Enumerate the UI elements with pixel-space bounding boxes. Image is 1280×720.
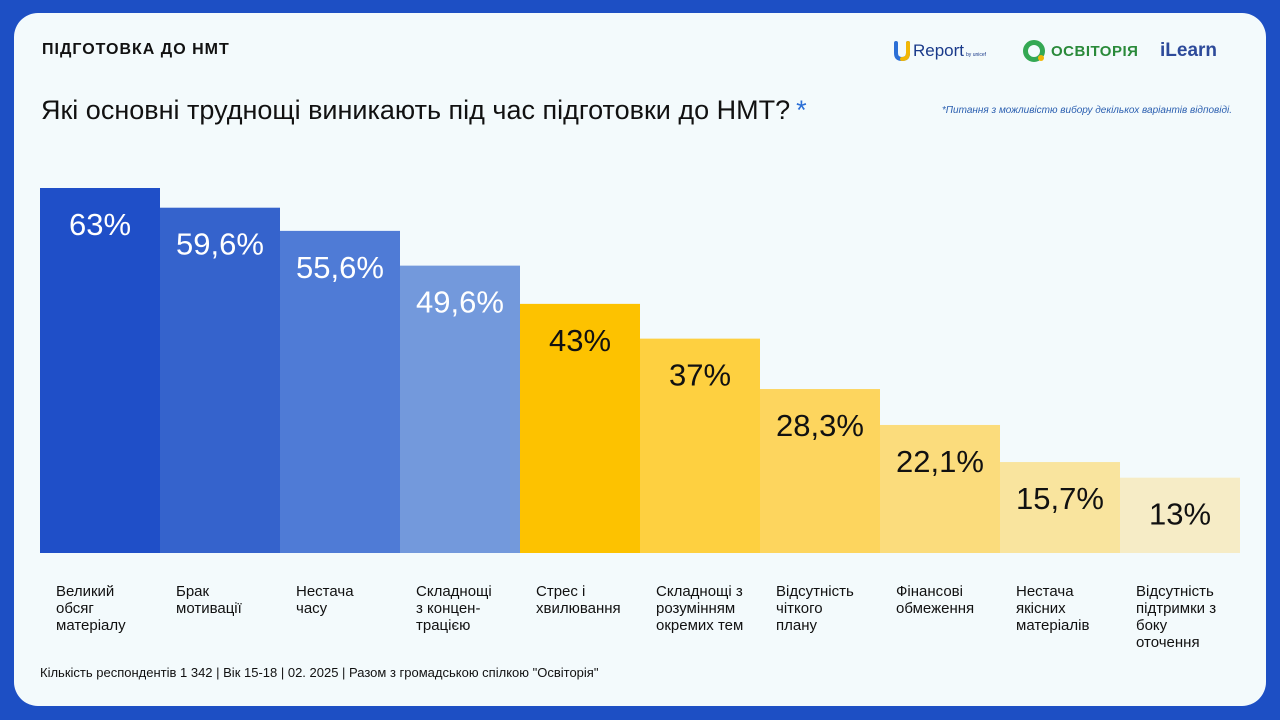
category-label-6: Складнощі з розумінням окремих тем: [656, 583, 743, 634]
ureport-logo-text: Report: [913, 41, 965, 60]
category-label-2: Брак мотивації: [176, 583, 243, 617]
bar-value-label-2: 59,6%: [176, 227, 264, 262]
ureport-logo: Report by unicef: [894, 37, 986, 65]
category-label-4: Складнощі з концен-трацією: [416, 583, 492, 634]
bar-value-label-6: 37%: [669, 358, 731, 393]
bar-4: [400, 265, 520, 553]
category-label-1: Великий обсяг матеріалу: [56, 583, 126, 634]
bar-6: [640, 338, 760, 553]
ilearn-logo: iLearn: [1160, 37, 1217, 65]
bar-3: [280, 230, 400, 553]
title-asterisk: *: [796, 95, 807, 125]
bar-7: [760, 389, 880, 553]
bar-value-label-10: 13%: [1149, 497, 1211, 532]
chart-title: Які основні труднощі виникають під час п…: [41, 95, 807, 126]
footer-info: Кількість респондентів 1 342 | Вік 15-18…: [40, 665, 599, 680]
osvitoria-logo: ОСВІТОРІЯ: [1022, 37, 1138, 65]
chart-card: ПІДГОТОВКА ДО НМТ Report by unicef ОСВІТ…: [14, 13, 1266, 706]
osvitoria-ring-icon: [1023, 40, 1045, 62]
category-label-7: Відсутність чіткого плану: [776, 583, 854, 634]
partner-logos: Report by unicef ОСВІТОРІЯ iLearn: [894, 37, 1234, 65]
bar-value-label-9: 15,7%: [1016, 481, 1104, 516]
bar-value-label-8: 22,1%: [896, 444, 984, 479]
category-label-5: Стрес і хвилювання: [536, 583, 621, 617]
osvitoria-logo-text: ОСВІТОРІЯ: [1051, 42, 1139, 60]
bar-value-label-1: 63%: [69, 207, 131, 242]
ureport-logo-subtext: by unicef: [966, 52, 987, 58]
bar-value-label-4: 49,6%: [416, 285, 504, 320]
bar-9: [1000, 462, 1120, 553]
bar-value-label-5: 43%: [549, 323, 611, 358]
bar-8: [880, 424, 1000, 553]
bar-1: [40, 188, 160, 553]
bar-2: [160, 207, 280, 553]
section-label: ПІДГОТОВКА ДО НМТ: [42, 41, 230, 58]
bar-value-label-3: 55,6%: [296, 250, 384, 285]
bar-5: [520, 303, 640, 553]
ilearn-logo-text: iLearn: [1160, 40, 1218, 61]
multiple-choice-note: *Питання з можливістю вибору декількох в…: [941, 105, 1232, 116]
category-label-8: Фінансові обмеження: [896, 583, 974, 617]
bar-chart: 63% Великий обсяг матеріалу 59,6% Брак мотивац…: [40, 188, 1240, 651]
chart-title-text: Які основні труднощі виникають під час п…: [41, 95, 791, 125]
bar-value-label-7: 28,3%: [776, 408, 864, 443]
ureport-u-icon: [894, 41, 910, 61]
category-label-9: Нестача якісних матеріалів: [1016, 583, 1089, 634]
category-label-3: Нестача часу: [296, 583, 354, 617]
bar-10: [1120, 477, 1240, 553]
category-label-10: Відсутність підтримки з боку оточення: [1136, 583, 1216, 651]
